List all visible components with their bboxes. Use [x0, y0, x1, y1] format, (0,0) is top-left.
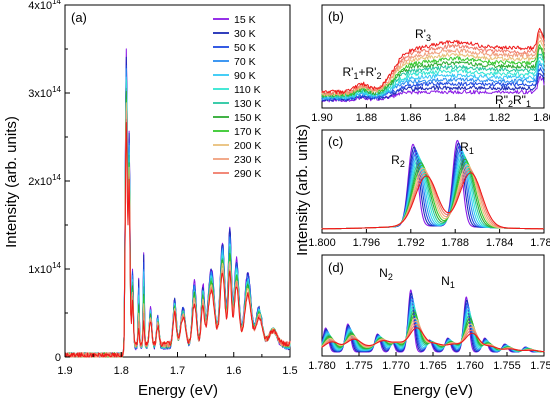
legend-label: 200 K	[234, 140, 261, 152]
panel-c-traces	[321, 139, 544, 230]
panel-a-xtick-label: 1.8	[114, 365, 129, 377]
panel-xtick-label: 1.90	[311, 112, 332, 124]
panel-xtick-label: 1.765	[419, 360, 447, 372]
panel-xtick-label: 1.780	[308, 360, 336, 372]
panel-c-label: (c)	[328, 134, 343, 149]
panel-xtick-label: 1.788	[441, 237, 469, 249]
panel-a-frame	[64, 4, 291, 358]
panel-xtick-label: 1.780	[530, 237, 550, 249]
panel-d-ticks: 1.780 1.775 1.770 1.765 1.760 1.755 1.750	[308, 352, 550, 372]
legend-label: 150 K	[234, 112, 261, 124]
panel-a-label: (a)	[71, 10, 87, 25]
panel-a-series-line	[64, 122, 291, 358]
panel-a-ytick-label: 4x1014	[28, 0, 61, 12]
panel-a-xlabel: Energy (eV)	[138, 382, 218, 399]
legend-label: 110 K	[234, 84, 261, 96]
panel-a: 1.9 1.8 1.7 1.6 1.5 0 1x1014 2x1014 3x1014 4x1014…	[3, 0, 298, 399]
panel-xtick-label: 1.770	[382, 360, 410, 372]
panel-b-series-line	[321, 47, 545, 98]
panel-c-annotation-r1: R1	[460, 140, 474, 156]
legend-label: 130 K	[234, 98, 261, 110]
legend-label: 30 K	[234, 28, 256, 40]
panel-a-xtick-label: 1.5	[282, 365, 297, 377]
panel-a-ytick-label: 2x1014	[28, 173, 61, 188]
panel-d-annotation-n1: N1	[441, 274, 455, 290]
panel-xtick-label: 1.84	[444, 112, 465, 124]
legend-label: 50 K	[234, 42, 256, 54]
panel-c-series-line	[321, 172, 544, 230]
panel-c-ticks: 1.800 1.796 1.792 1.788 1.784 1.780	[308, 229, 550, 249]
panel-a-xtick-label: 1.6	[226, 365, 241, 377]
panel-xtick-label: 1.755	[493, 360, 521, 372]
panel-xtick-label: 1.784	[486, 237, 514, 249]
panel-b-annotations: R'1+R'2 R'3 R"2R"1	[343, 27, 531, 109]
panel-d-annotations: N2 N1	[379, 266, 455, 290]
panel-d-traces	[321, 289, 545, 353]
panel-a-ytick-label: 0	[55, 352, 61, 364]
panel-b-series-line	[321, 63, 545, 101]
panel-b-ticks: 1.90 1.88 1.86 1.84 1.82 1.80	[311, 104, 550, 124]
legend-label: 15 K	[234, 14, 256, 26]
panel-xtick-label: 1.760	[456, 360, 484, 372]
panel-b-series-line	[321, 60, 545, 100]
panel-c-frame	[321, 129, 545, 234]
panel-d-label: (d)	[328, 260, 344, 275]
panel-b-label: (b)	[328, 9, 344, 24]
panel-d-series-line	[321, 327, 545, 353]
panel-a-traces	[64, 48, 291, 358]
legend-label: 70 K	[234, 56, 256, 68]
legend-label: 230 K	[234, 154, 261, 166]
panel-a-ylabel: Intensity (arb. units)	[3, 116, 20, 248]
panel-xtick-label: 1.82	[489, 112, 510, 124]
right-xlabel: Energy (eV)	[393, 382, 473, 399]
panel-c-series-line	[321, 161, 544, 230]
panel-b-traces	[321, 27, 545, 103]
panel-xtick-label: 1.792	[397, 237, 425, 249]
panel-xtick-label: 1.86	[400, 112, 421, 124]
panel-b-annotation-r1r2: R'1+R'2	[343, 65, 382, 81]
panel-b-series-line	[321, 27, 545, 95]
panel-a-xtick-label: 1.7	[170, 365, 185, 377]
panel-b-series-line	[321, 30, 545, 95]
legend: 15 K 30 K 50 K 70 K 90 K 110 K 130 K 150 K 170 K…	[213, 14, 261, 180]
panel-xtick-label: 1.750	[530, 360, 550, 372]
panel-c: 1.800 1.796 1.792 1.788 1.784 1.780 (c) R2 R1	[308, 129, 550, 249]
panel-xtick-label: 1.80	[533, 112, 550, 124]
panel-a-ytick-label: 3x1014	[28, 85, 61, 100]
right-ylabel: Intensity (arb. units)	[294, 124, 311, 256]
panel-a-xtick-label: 1.9	[57, 365, 72, 377]
panel-b-series-line	[321, 34, 545, 96]
panel-b-annotation-r2r1: R"2R"1	[495, 93, 531, 109]
panel-b-annotation-r3: R'3	[415, 27, 431, 43]
panel-xtick-label: 1.796	[353, 237, 381, 249]
panel-b: 1.901.881.861.841.821.80 (b) R'1+R'2R'3R…	[311, 4, 550, 124]
panel-d-annotation-n2: N2	[379, 266, 393, 282]
panel-xtick-label: 1.775	[345, 360, 373, 372]
panel-b-series-line	[321, 75, 545, 103]
panel-a-ytick-label: 1x1014	[28, 261, 61, 276]
panel-c-annotation-r2: R2	[391, 153, 405, 169]
panel-a-ticks: 1.9 1.8 1.7 1.6 1.5 0 1x1014 2x1014 3x1014 4x1014	[28, 0, 297, 377]
legend-label: 90 K	[234, 70, 256, 82]
panel-c-series-line	[321, 158, 544, 230]
legend-label: 290 K	[234, 168, 261, 180]
panel-xtick-label: 1.88	[356, 112, 377, 124]
panel-xtick-label: 1.800	[308, 237, 336, 249]
legend-label: 170 K	[234, 126, 261, 138]
panel-c-annotations: R2 R1	[391, 140, 474, 169]
